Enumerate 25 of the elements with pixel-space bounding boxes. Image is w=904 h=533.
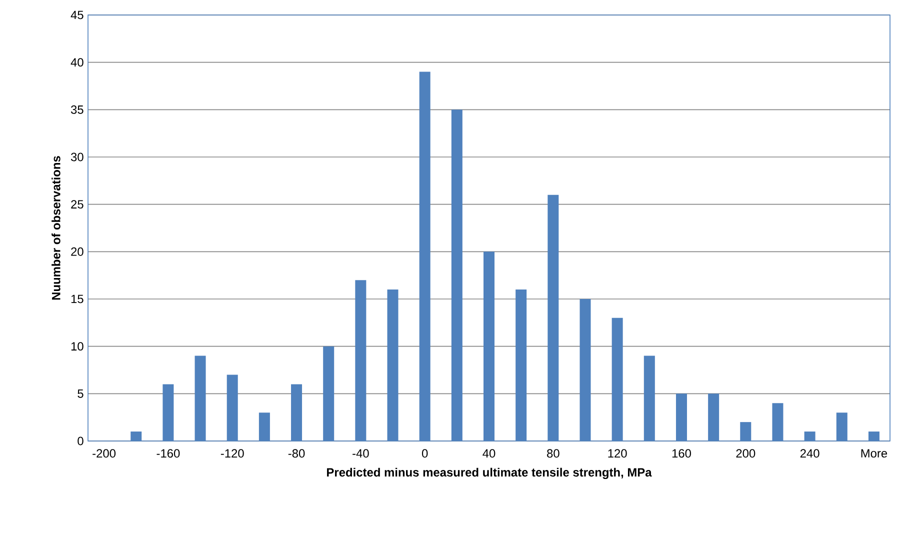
x-tick-label: -120: [220, 449, 244, 458]
y-tick-label: 40: [70, 58, 84, 67]
y-axis-title: Nuumber of observations: [52, 156, 60, 300]
y-tick-label: 15: [71, 294, 84, 304]
x-tick-label: 120: [608, 449, 627, 458]
y-tick-label: 25: [71, 200, 84, 209]
x-tick-label: More: [861, 449, 888, 458]
x-tick-label: -80: [288, 449, 305, 458]
x-tick-label: 80: [547, 449, 560, 458]
y-tick-label: 10: [71, 342, 84, 351]
y-tick-label: 35: [70, 105, 84, 114]
x-tick-label: -40: [352, 449, 369, 458]
x-tick-label: -200: [92, 449, 116, 458]
y-tick-label: 20: [71, 247, 84, 256]
y-tick-label: 5: [78, 390, 84, 398]
y-tick-label: 30: [70, 152, 84, 162]
x-tick-label: -160: [156, 449, 180, 458]
x-axis-title: Predicted minus measured ultimate tensile strength, MPa: [327, 468, 652, 480]
y-tick-label: 0: [78, 436, 84, 446]
y-tick-label: 45: [70, 10, 84, 20]
x-tick-label: 0: [422, 449, 428, 458]
x-tick-label: 160: [672, 449, 691, 458]
x-tick-label: 40: [482, 449, 496, 458]
x-tick-label: 240: [800, 449, 820, 458]
x-tick-label: 200: [736, 449, 756, 458]
